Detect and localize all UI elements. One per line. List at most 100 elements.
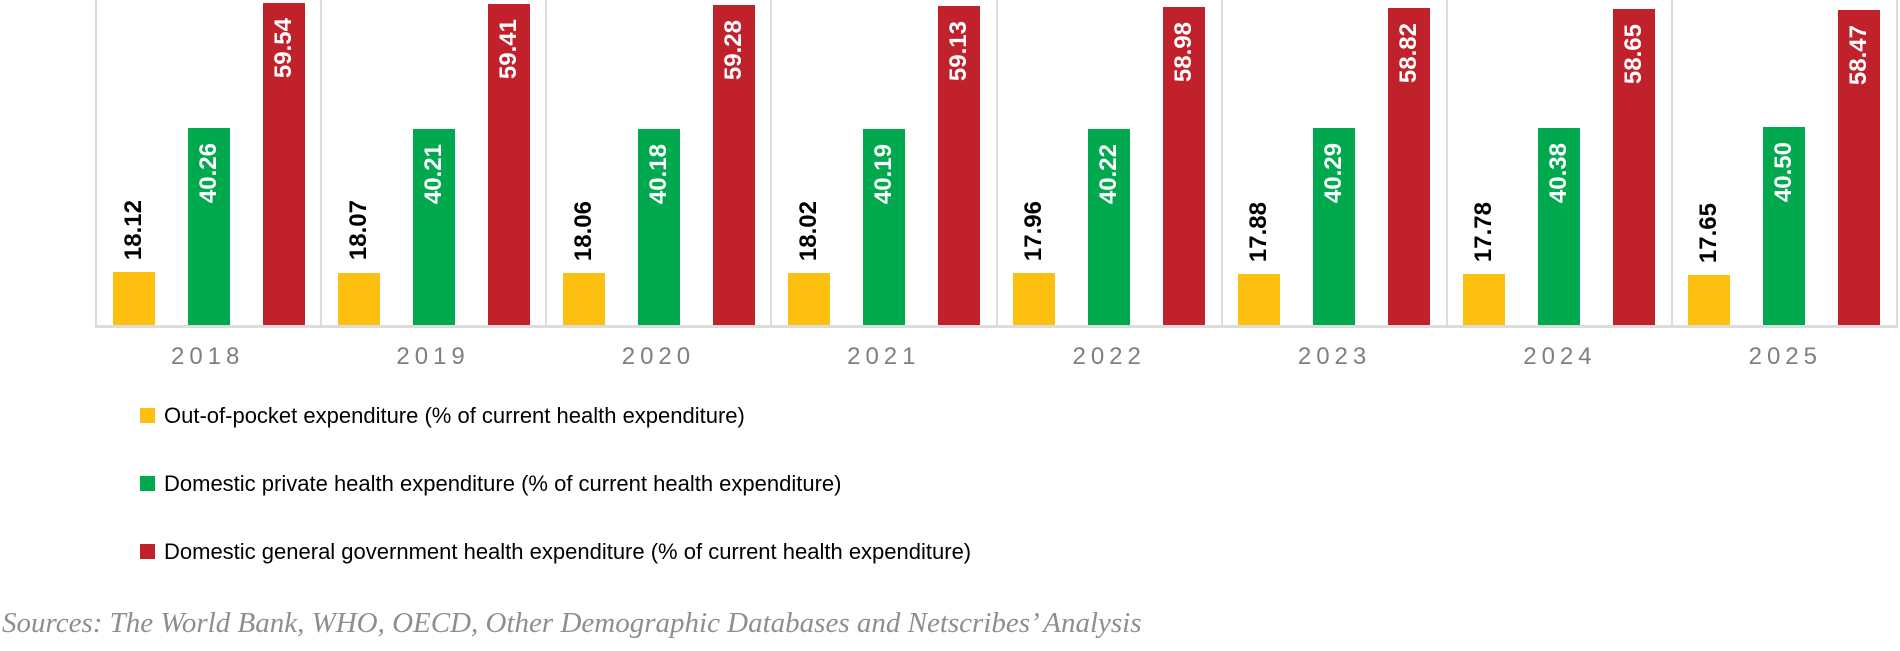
bar: 40.29 [1313,128,1356,325]
category-panel: 18.06 40.18 59.28 [545,0,770,325]
bar-value-label: 58.47 [1845,24,1873,86]
bar: 59.54 [262,3,305,325]
bar-value-label: 17.78 [1470,202,1498,263]
bar-value-label: 40.18 [644,143,672,204]
legend-swatch-icon [140,408,155,423]
bar-value-label: 40.21 [419,143,447,204]
category-panel: 18.07 40.21 59.41 [320,0,545,325]
bar-slot: 17.88 [1238,0,1281,325]
legend-swatch-icon [140,544,155,559]
bar-value-label: 59.28 [719,19,747,80]
x-tick-label: 2018 [170,343,245,370]
bar [112,272,155,325]
bar-value-label: 17.88 [1245,201,1273,262]
bar-slot: 40.26 [187,0,230,325]
bar-slot: 18.02 [787,0,830,325]
legend: Out-of-pocket expenditure (% of current … [140,403,1898,564]
bar-value-label: 40.22 [1095,143,1123,204]
legend-item: Domestic general government health expen… [140,539,1898,564]
bar-slot: 58.82 [1388,0,1431,325]
bar-value-label: 58.82 [1395,22,1423,83]
bar: 40.26 [187,128,230,325]
bar-value-label: 59.41 [494,18,522,79]
bar-slot: 40.18 [637,0,680,325]
bar-slot: 40.29 [1313,0,1356,325]
health-expenditure-bar-chart: 18.12 40.26 59.54 18.07 40.21 59.41 18.06 40.18… [95,0,1898,564]
bar-value-label: 17.65 [1695,203,1723,264]
bar-slot: 59.13 [937,0,980,325]
bar-value-label: 17.96 [1020,201,1048,262]
bar-slot: 17.78 [1463,0,1506,325]
bar-value-label: 59.13 [944,20,972,81]
bar-slot: 59.28 [712,0,755,325]
bar: 40.50 [1763,126,1806,325]
x-tick-label: 2022 [1072,343,1146,370]
x-tick-label: 2025 [1748,343,1822,370]
x-tick-label: 2023 [1297,343,1372,370]
bar-value-label: 40.26 [194,143,222,204]
bar-slot: 58.98 [1163,0,1206,325]
bar-slot: 58.47 [1838,0,1881,325]
bar-slot: 40.19 [862,0,905,325]
bar-slot: 18.12 [112,0,155,325]
bar-value-label: 58.98 [1170,21,1198,82]
bar [562,272,605,325]
bar-slot: 40.50 [1763,0,1806,325]
category-panel: 17.78 40.38 58.65 [1445,0,1671,325]
bar: 59.28 [712,4,755,325]
bar: 58.98 [1163,6,1206,325]
category-panel: 18.02 40.19 59.13 [770,0,995,325]
x-tick-label: 2020 [621,343,696,370]
bar-slot: 18.06 [562,0,605,325]
x-tick-label: 2024 [1523,343,1597,370]
legend-item: Out-of-pocket expenditure (% of current … [140,403,1898,428]
bar: 59.41 [487,3,530,325]
legend-label: Domestic general government health expen… [164,538,972,564]
bar [1688,275,1731,325]
bar: 58.47 [1838,9,1881,325]
bar-value-label: 40.38 [1545,142,1573,203]
bar [1463,274,1506,325]
bar: 40.18 [637,128,680,325]
bar-value-label: 18.06 [569,200,597,261]
x-tick-label: 2021 [847,343,921,370]
bar: 40.38 [1538,127,1581,325]
bar-value-label: 18.12 [119,200,147,261]
bar-slot: 58.65 [1613,0,1656,325]
bar-slot: 18.07 [337,0,380,325]
bar-value-label: 59.54 [269,18,297,79]
bar [787,272,830,325]
bar-value-label: 18.02 [794,200,822,261]
legend-label: Out-of-pocket expenditure (% of current … [164,402,745,428]
bar-slot: 59.54 [262,0,305,325]
bar-value-label: 58.65 [1620,23,1648,84]
x-axis: 2018 2019 2020 2021 2022 2023 2024 2025 [95,328,1898,371]
bar-slot: 40.22 [1088,0,1131,325]
plot-area: 18.12 40.26 59.54 18.07 40.21 59.41 18.06 40.18… [95,0,1898,328]
bar: 40.21 [412,128,455,325]
bar-slot: 59.41 [487,0,530,325]
bar: 58.82 [1388,7,1431,325]
bar [337,272,380,325]
bar-value-label: 40.29 [1320,143,1348,204]
category-panel: 17.96 40.22 58.98 [995,0,1221,325]
legend-label: Domestic private health expenditure (% o… [164,470,842,496]
bar-slot: 40.21 [412,0,455,325]
bar-value-label: 18.07 [344,200,372,261]
bar-slot: 17.96 [1013,0,1056,325]
x-tick-label: 2019 [396,343,470,370]
bar-value-label: 40.19 [869,143,897,204]
legend-swatch-icon [140,476,155,491]
bar: 58.65 [1613,8,1656,325]
category-panel: 17.88 40.29 58.82 [1220,0,1446,325]
bar: 59.13 [937,5,980,325]
sources-note: Sources: The World Bank, WHO, OECD, Othe… [2,607,1142,639]
bar [1238,273,1281,325]
category-panel: 18.12 40.26 59.54 [95,0,320,325]
bar-value-label: 40.50 [1770,141,1798,202]
bar: 40.22 [1088,128,1131,325]
bar [1013,273,1056,325]
legend-item: Domestic private health expenditure (% o… [140,471,1898,496]
bar-slot: 40.38 [1538,0,1581,325]
bar: 40.19 [862,128,905,325]
